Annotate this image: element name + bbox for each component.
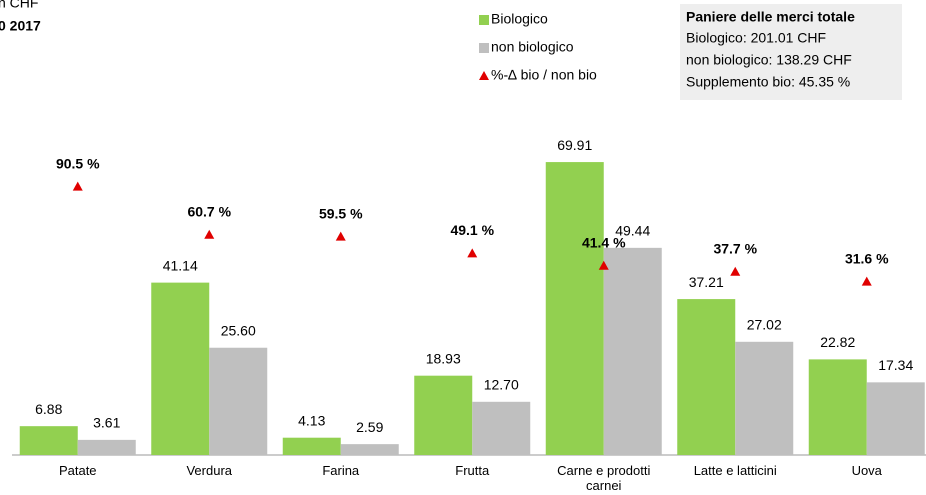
marker: [204, 229, 215, 239]
x-tick-label: Carne e prodotti carnei: [557, 463, 651, 493]
data-label: 3.61: [93, 415, 120, 431]
data-label: 25.60: [221, 322, 256, 338]
data-label: 59.5 %: [319, 205, 363, 221]
data-label: 27.02: [747, 316, 782, 332]
info-box: [680, 4, 902, 100]
data-label: 6.88: [35, 401, 62, 417]
marker: [598, 260, 609, 270]
legend-swatch: [479, 15, 489, 25]
bar: [340, 444, 399, 455]
x-tick-label: Farina: [322, 463, 360, 478]
marker: [467, 248, 478, 258]
bar: [209, 347, 268, 455]
bar: [677, 299, 736, 455]
info-title: Paniere delle merci totale: [686, 9, 855, 25]
marker: [72, 181, 83, 191]
data-label: 12.70: [484, 376, 519, 392]
x-tick-label: Latte e latticini: [693, 463, 777, 478]
x-tick-label: Verdura: [186, 463, 233, 478]
bar: [19, 426, 78, 455]
bar: [282, 437, 341, 455]
data-label: 69.91: [557, 137, 592, 153]
x-tick-label: Uova: [851, 463, 882, 478]
legend-marker: [479, 71, 489, 80]
data-label: 17.34: [878, 357, 913, 373]
marker: [730, 266, 741, 276]
data-label: 49.1 %: [450, 222, 494, 238]
data-label: 41.4 %: [582, 235, 626, 251]
data-label: 37.7 %: [713, 240, 757, 256]
data-label: 22.82: [820, 334, 855, 350]
data-label: 41.14: [163, 257, 198, 273]
legend-swatch: [479, 43, 489, 53]
bar: [472, 401, 531, 455]
data-label: 60.7 %: [187, 203, 231, 219]
chart-subtitle: 0 2017: [0, 18, 41, 34]
info-line: Supplemento bio: 45.35 %: [686, 74, 850, 90]
legend-label: %-∆ bio / non bio: [491, 67, 597, 83]
bar: [151, 282, 210, 455]
bar: [808, 359, 867, 455]
x-tick-label: Patate: [58, 463, 97, 478]
x-tick-label: Frutta: [455, 463, 490, 478]
bar: [545, 162, 604, 456]
info-line: non biologico: 138.29 CHF: [686, 52, 852, 68]
legend-label: non biologico: [491, 39, 574, 55]
marker: [861, 276, 872, 286]
data-label: 31.6 %: [845, 250, 889, 266]
data-label: 49.44: [615, 223, 650, 239]
data-label: 2.59: [356, 419, 383, 435]
data-label: 90.5 %: [56, 155, 100, 171]
bar: [414, 375, 473, 455]
data-label: 37.21: [689, 274, 724, 290]
data-label: 4.13: [298, 412, 325, 428]
marker: [335, 231, 346, 241]
bar: [866, 382, 925, 455]
info-line: Biologico: 201.01 CHF: [686, 30, 826, 46]
bar: [735, 341, 794, 455]
chart-title: n CHF: [0, 0, 38, 11]
bar: [77, 439, 136, 455]
bar: [603, 247, 662, 455]
legend-label: Biologico: [491, 11, 548, 27]
data-label: 18.93: [426, 350, 461, 366]
